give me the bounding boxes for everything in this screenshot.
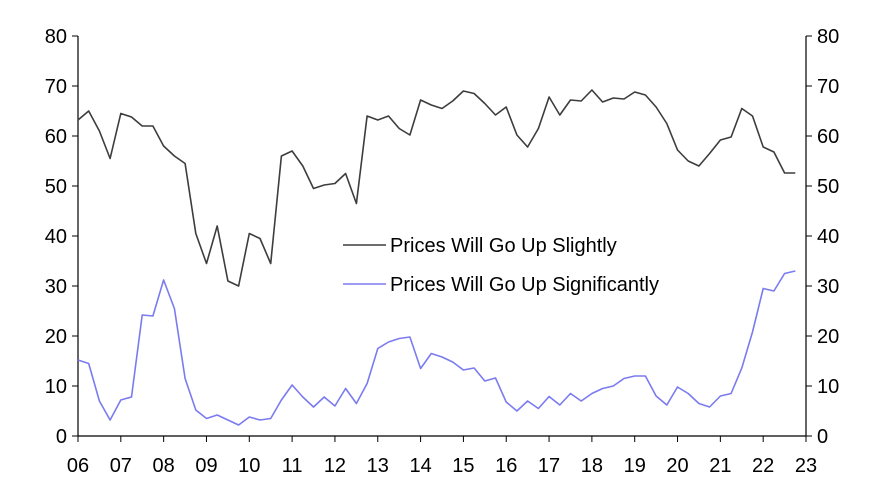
y-tick-label-left: 70: [45, 76, 67, 98]
x-tick-label: 21: [709, 455, 731, 477]
x-tick-label: 14: [409, 455, 431, 477]
x-tick-label: 12: [324, 455, 346, 477]
tick-marks: [72, 35, 812, 442]
x-tick-label: 23: [795, 455, 817, 477]
x-tick-label: 11: [282, 455, 303, 477]
legend: Prices Will Go Up Slightly Prices Will G…: [343, 235, 659, 296]
y-tick-label-right: 0: [817, 426, 828, 448]
x-tick-label: 13: [367, 455, 389, 477]
x-tick-label: 19: [624, 455, 646, 477]
x-tick-label: 22: [752, 455, 774, 477]
y-tick-label-right: 80: [817, 26, 839, 48]
x-tick-label: 20: [666, 455, 688, 477]
y-tick-label-right: 70: [817, 76, 839, 98]
y-tick-label-left: 50: [45, 176, 67, 198]
y-tick-label-right: 50: [817, 176, 839, 198]
x-tick-label: 07: [110, 455, 132, 477]
y-tick-label-left: 80: [45, 26, 67, 48]
legend-label-slightly: Prices Will Go Up Slightly: [390, 235, 617, 257]
series-line-significantly: [77, 270, 796, 426]
y-tick-label-left: 20: [45, 326, 67, 348]
x-tick-label: 16: [495, 455, 517, 477]
series-line-slightly: [77, 89, 796, 287]
x-tick-label: 15: [452, 455, 474, 477]
tick-labels: 0 0 10 10 20 20 30 30 40 40 50 50 60 60 70 70 80 80 06 07 08…: [45, 26, 840, 477]
y-tick-label-left: 10: [45, 376, 67, 398]
y-tick-label-right: 30: [817, 276, 839, 298]
y-tick-label-right: 10: [817, 376, 839, 398]
x-tick-label: 06: [67, 455, 89, 477]
y-tick-label-left: 60: [45, 126, 67, 148]
series-lines: [77, 89, 796, 426]
x-tick-label: 17: [538, 455, 560, 477]
y-tick-label-left: 0: [56, 426, 67, 448]
y-tick-label-right: 20: [817, 326, 839, 348]
y-tick-label-left: 40: [45, 226, 67, 248]
x-tick-label: 18: [581, 455, 603, 477]
y-tick-label-left: 30: [45, 276, 67, 298]
x-tick-label: 09: [195, 455, 217, 477]
y-tick-label-right: 60: [817, 126, 839, 148]
x-tick-label: 10: [238, 455, 260, 477]
legend-label-significantly: Prices Will Go Up Significantly: [390, 274, 659, 296]
y-tick-label-right: 40: [817, 226, 839, 248]
x-tick-label: 08: [153, 455, 175, 477]
